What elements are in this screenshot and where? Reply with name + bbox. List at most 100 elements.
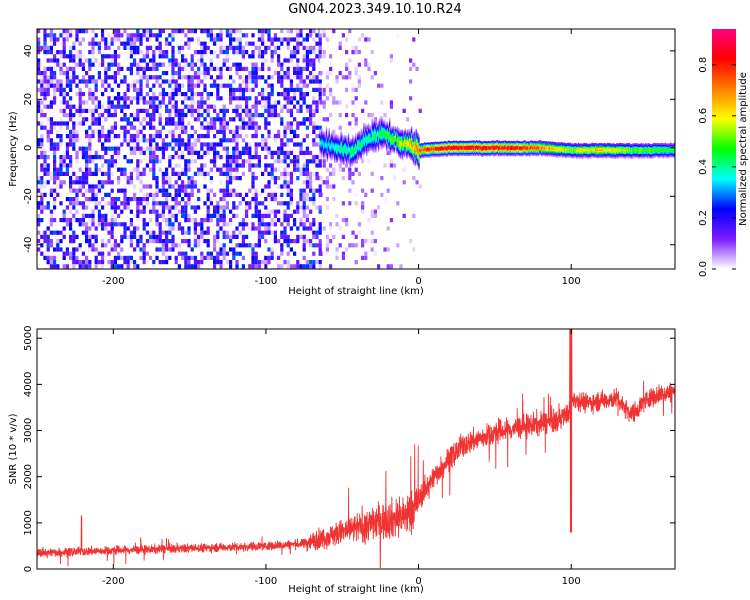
heatmap-cell xyxy=(101,37,105,42)
heatmap-cell xyxy=(389,145,392,148)
heatmap-cell xyxy=(101,58,105,63)
heatmap-cell xyxy=(360,150,362,153)
heatmap-cell xyxy=(334,153,337,156)
heatmap-cell xyxy=(406,147,408,149)
heatmap-cell xyxy=(94,121,98,126)
heatmap-cell xyxy=(337,141,340,144)
heatmap-cell xyxy=(59,171,63,176)
heatmap-cell xyxy=(65,264,69,269)
heatmap-cell xyxy=(257,37,261,42)
heatmap-cell xyxy=(120,142,124,147)
heatmap-cell xyxy=(257,125,261,130)
heatmap-cell xyxy=(343,138,345,141)
heatmap-cell xyxy=(257,184,261,189)
heatmap-cell xyxy=(168,213,172,218)
heatmap-cell xyxy=(309,226,313,231)
heatmap-cell xyxy=(347,150,350,153)
heatmap-cell xyxy=(342,161,344,164)
heatmap-cell xyxy=(177,71,181,76)
heatmap-cell xyxy=(161,192,165,197)
heatmap-cell xyxy=(397,134,399,137)
heatmap-cell xyxy=(129,71,133,76)
heatmap-cell xyxy=(390,133,393,135)
heatmap-cell xyxy=(257,163,261,168)
heatmap-cell xyxy=(322,29,326,34)
heatmap-cell xyxy=(329,151,331,154)
heatmap-cell xyxy=(101,146,105,151)
heatmap-cell xyxy=(382,143,384,146)
heatmap-cell xyxy=(219,205,223,210)
heatmap-cell xyxy=(165,188,169,193)
heatmap-cell xyxy=(356,136,358,139)
heatmap-cell xyxy=(222,192,226,197)
heatmap-cell xyxy=(53,100,57,105)
heatmap-cell xyxy=(187,209,191,214)
heatmap-cell xyxy=(299,83,303,88)
heatmap-cell xyxy=(136,209,140,214)
heatmap-cell xyxy=(358,142,361,145)
heatmap-cell xyxy=(129,171,133,176)
heatmap-cell xyxy=(136,108,140,113)
heatmap-cell xyxy=(46,134,50,139)
heatmap-cell xyxy=(408,144,410,146)
heatmap-cell xyxy=(299,150,303,155)
heatmap-cell xyxy=(371,142,373,144)
heatmap-cell xyxy=(373,141,375,144)
heatmap-cell xyxy=(264,142,268,147)
heatmap-cell xyxy=(365,123,367,126)
heatmap-cell xyxy=(229,167,233,172)
heatmap-cell xyxy=(113,29,117,34)
heatmap-cell xyxy=(104,255,108,260)
heatmap-cell xyxy=(94,41,98,46)
heatmap-cell xyxy=(197,37,201,42)
heatmap-cell xyxy=(346,150,349,153)
heatmap-cell xyxy=(312,58,316,63)
heatmap-cell xyxy=(257,260,261,265)
heatmap-cell xyxy=(302,92,306,97)
heatmap-cell xyxy=(326,145,329,148)
heatmap-cell xyxy=(302,197,306,202)
heatmap-cell xyxy=(235,163,239,168)
heatmap-cell xyxy=(401,130,404,133)
heatmap-cell xyxy=(225,201,229,206)
heatmap-cell xyxy=(359,146,362,149)
heatmap-cell xyxy=(388,129,390,131)
heatmap-cell xyxy=(309,209,313,214)
heatmap-cell xyxy=(174,155,178,160)
heatmap-cell xyxy=(177,121,181,126)
heatmap-cell xyxy=(113,134,117,139)
heatmap-cell xyxy=(387,133,389,136)
heatmap-cell xyxy=(400,152,402,155)
heatmap-cell xyxy=(302,100,306,105)
heatmap-cell xyxy=(398,155,400,158)
heatmap-cell xyxy=(193,230,197,235)
heatmap-cell xyxy=(329,54,333,59)
heatmap-cell xyxy=(62,218,66,223)
heatmap-cell xyxy=(59,121,63,126)
heatmap-cell xyxy=(375,140,377,143)
heatmap-cell xyxy=(412,158,415,161)
heatmap-cell xyxy=(350,158,352,160)
heatmap-cell xyxy=(286,171,290,176)
heatmap-cell xyxy=(171,205,175,210)
heatmap-cell xyxy=(200,171,204,176)
heatmap-cell xyxy=(273,138,277,143)
heatmap-cell xyxy=(408,148,410,151)
heatmap-cell xyxy=(335,152,338,155)
heatmap-cell xyxy=(97,167,101,172)
heatmap-cell xyxy=(353,140,355,143)
heatmap-cell xyxy=(168,33,172,38)
heatmap-cell xyxy=(380,142,383,145)
heatmap-cell xyxy=(400,143,403,145)
heatmap-cell xyxy=(113,121,117,126)
heatmap-cell xyxy=(270,104,274,109)
heatmap-cell xyxy=(155,188,159,193)
heatmap-cell xyxy=(161,251,165,256)
heatmap-cell xyxy=(309,50,313,55)
heatmap-cell xyxy=(139,41,143,46)
heatmap-cell xyxy=(395,133,397,135)
heatmap-cell xyxy=(365,125,367,127)
heatmap-cell xyxy=(400,157,402,160)
heatmap-cell xyxy=(88,197,92,202)
heatmap-cell xyxy=(382,145,384,147)
